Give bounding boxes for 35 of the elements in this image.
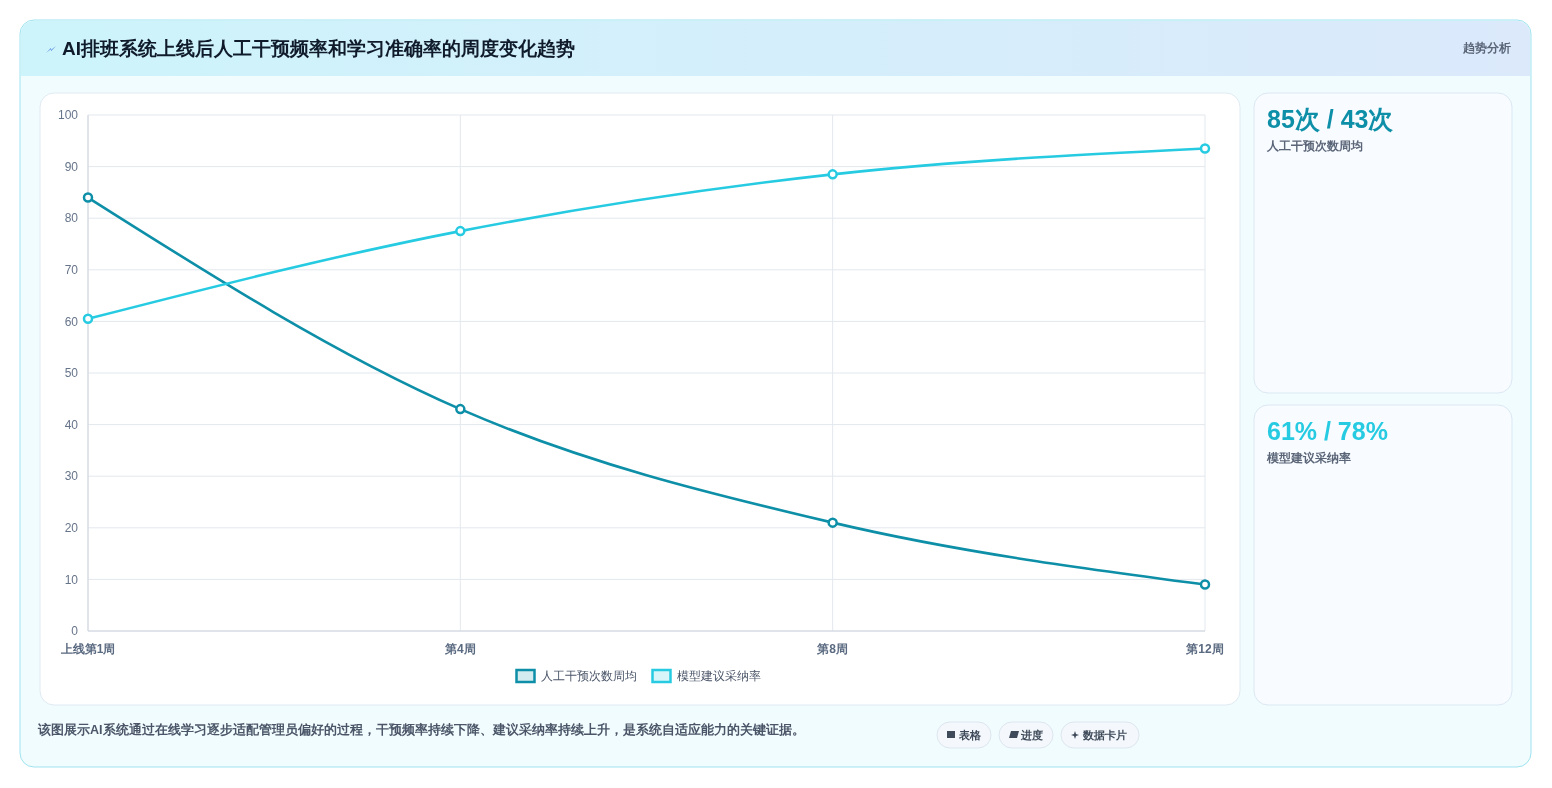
x-tick-label: 第4周 — [443, 642, 476, 656]
text: 进度 — [1020, 728, 1043, 741]
y-tick-label: 0 — [71, 624, 79, 639]
point — [82, 313, 94, 325]
x-tick-label: 第12周 — [1185, 642, 1224, 656]
text: 数据卡片 — [1082, 728, 1127, 741]
text: 85次 / 43次 — [1267, 105, 1395, 133]
point — [455, 225, 466, 237]
point — [1199, 143, 1211, 154]
text: 表格 — [958, 728, 982, 741]
point — [455, 403, 466, 415]
y-tick-label: 100 — [57, 108, 79, 123]
y-tick-label: 20 — [64, 521, 79, 535]
text: 趋势分析 — [1462, 41, 1511, 55]
point — [82, 192, 94, 203]
y-tick-label: 10 — [64, 572, 79, 587]
y-tick-label: 80 — [64, 211, 79, 226]
chart-title: AI排班系统上线后人工干预频率和学习准确率的周度变化趋势 — [62, 38, 575, 59]
y-tick-label: 90 — [64, 159, 79, 174]
legend-label: 模型建议采纳率 — [676, 669, 761, 684]
point — [827, 169, 838, 180]
point — [827, 517, 838, 528]
y-tick-label: 40 — [64, 417, 79, 432]
text: 该图展示AI系统通过在线学习逐步适配管理员偏好的过程，干预频率持续下降、建议采纳率持续上升，是系统自适应能力的关键证据。 — [37, 722, 805, 737]
x-tick-label: 上线第1周 — [59, 642, 116, 656]
text: 61% / 78% — [1267, 417, 1388, 445]
y-tick-label: 60 — [64, 314, 79, 329]
text: 模型建议采纳率 — [1266, 451, 1351, 465]
y-tick-label: 30 — [64, 469, 79, 484]
point — [1199, 579, 1211, 590]
x-tick-label: 第8周 — [816, 642, 849, 656]
y-tick-label: 70 — [64, 263, 79, 277]
y-tick-label: 50 — [64, 366, 79, 381]
legend-label: 人工干预次数周均 — [540, 669, 637, 684]
text: 人工干预次数周均 — [1266, 139, 1363, 153]
